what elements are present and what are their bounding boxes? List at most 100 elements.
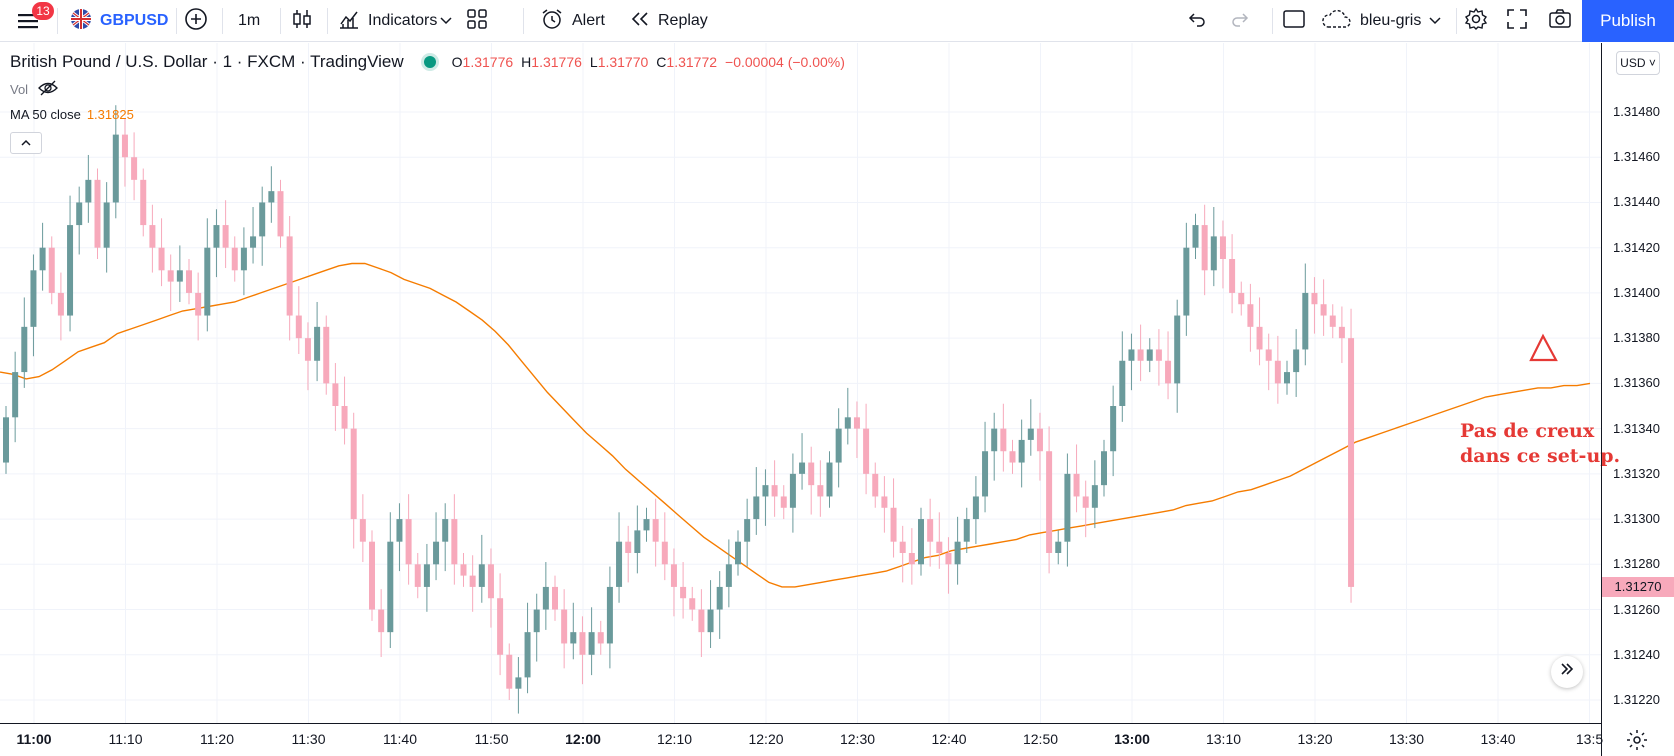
settings-icon[interactable] — [1626, 729, 1648, 756]
symbol-title[interactable]: British Pound / U.S. Dollar · 1 · FXCM ·… — [10, 52, 404, 71]
candle — [423, 543, 430, 612]
chart-type-button[interactable] — [292, 0, 312, 42]
candle — [1137, 324, 1144, 382]
ma-legend[interactable]: MA 50 close 1.31825 — [10, 107, 134, 122]
candle — [808, 446, 815, 515]
candle — [1027, 399, 1034, 456]
candle — [689, 586, 696, 621]
time-label: 13:5 — [1575, 731, 1604, 747]
triangle-marker[interactable] — [1529, 333, 1558, 362]
replay-icon — [630, 10, 650, 33]
eye-off-icon[interactable] — [38, 80, 58, 99]
interval-button[interactable]: 1m — [238, 12, 261, 29]
candle — [890, 478, 897, 558]
candlestick-chart[interactable] — [0, 43, 1601, 723]
redo-button[interactable] — [1230, 0, 1250, 42]
scroll-to-realtime-button[interactable] — [1551, 656, 1583, 688]
time-label: 11:50 — [474, 731, 509, 747]
price-label: 1.31480 — [1613, 104, 1660, 119]
candle — [85, 154, 92, 223]
candle — [1119, 331, 1126, 422]
chart-pane[interactable] — [0, 43, 1601, 723]
candle — [936, 512, 943, 569]
candle — [497, 573, 504, 676]
ma-label: MA 50 close — [10, 107, 81, 122]
candle — [1256, 297, 1263, 366]
price-axis[interactable] — [1601, 43, 1674, 756]
chart-annotation[interactable]: Pas de creux dans ce set-up. — [1460, 419, 1620, 469]
candle — [131, 132, 138, 201]
layout-button[interactable]: bleu-gris — [1320, 0, 1441, 42]
candle — [1338, 306, 1345, 364]
publish-button[interactable]: Publish — [1582, 0, 1674, 42]
candle — [735, 530, 741, 576]
annotation-line-2: dans ce set-up. — [1460, 445, 1621, 467]
currency-selector[interactable]: USD ˅ — [1616, 51, 1660, 75]
add-symbol-button[interactable] — [184, 0, 208, 42]
indicators-label: Indicators — [368, 12, 438, 29]
price-label: 1.31260 — [1613, 601, 1660, 617]
fullscreen-toggle-button[interactable] — [1282, 0, 1306, 42]
candle — [881, 476, 888, 533]
candle — [359, 494, 366, 563]
candle — [350, 412, 357, 549]
candle — [57, 272, 64, 341]
candle — [863, 403, 870, 495]
add-icon — [184, 7, 208, 36]
candle — [725, 539, 732, 608]
settings-button[interactable] — [1464, 0, 1488, 42]
maximize-icon — [1506, 8, 1528, 35]
candle — [341, 376, 348, 445]
indicators-button[interactable]: Indicators — [338, 0, 437, 42]
replay-label: Replay — [658, 12, 708, 29]
price-label: 1.31400 — [1613, 284, 1660, 300]
candle — [451, 494, 458, 585]
time-label: 11:10 — [108, 731, 143, 747]
candle — [76, 186, 83, 255]
candle — [1210, 206, 1217, 287]
price-label: 1.31360 — [1613, 375, 1660, 391]
candle — [972, 476, 979, 544]
camera-icon — [1548, 8, 1572, 35]
change-value: −0.00004 (−0.00%) — [725, 54, 845, 70]
time-axis[interactable] — [0, 723, 1601, 756]
volume-legend[interactable]: Vol — [10, 80, 58, 99]
chevron-down-icon[interactable] — [440, 0, 452, 42]
candle — [1146, 338, 1153, 373]
time-label: 12:10 — [656, 731, 693, 747]
close-value: 1.31772 — [666, 54, 718, 70]
replay-button[interactable]: Replay — [630, 0, 708, 42]
candle — [39, 222, 46, 291]
candle — [1329, 304, 1336, 339]
templates-button[interactable] — [466, 0, 488, 42]
candle — [634, 505, 641, 574]
candle — [1064, 453, 1071, 567]
price-label: 1.31380 — [1613, 330, 1660, 346]
candle — [1082, 480, 1089, 538]
candle — [1201, 204, 1208, 296]
time-label: 12:00 — [565, 731, 601, 747]
candle — [1128, 333, 1135, 391]
flag-icon — [70, 8, 92, 35]
alert-button[interactable]: Alert — [540, 0, 605, 42]
time-label: 11:40 — [383, 731, 417, 747]
collapse-legend-button[interactable] — [10, 132, 42, 154]
market-status-icon[interactable] — [423, 56, 436, 68]
candle — [1192, 213, 1199, 259]
symbol-search-button[interactable]: GBPUSD — [70, 0, 168, 42]
candle — [927, 498, 934, 567]
undo-button[interactable] — [1187, 0, 1207, 42]
menu-icon[interactable] — [18, 0, 40, 42]
candle — [259, 186, 266, 266]
snapshot-button[interactable] — [1548, 0, 1572, 42]
candle — [1101, 439, 1107, 497]
candle — [826, 451, 833, 508]
candle — [112, 105, 119, 219]
candle — [588, 607, 595, 676]
candle — [323, 315, 330, 395]
price-label: 1.31340 — [1613, 420, 1660, 436]
candle — [195, 272, 202, 341]
candle — [716, 571, 723, 639]
maximize-button[interactable] — [1506, 0, 1528, 42]
candle — [1165, 331, 1172, 400]
